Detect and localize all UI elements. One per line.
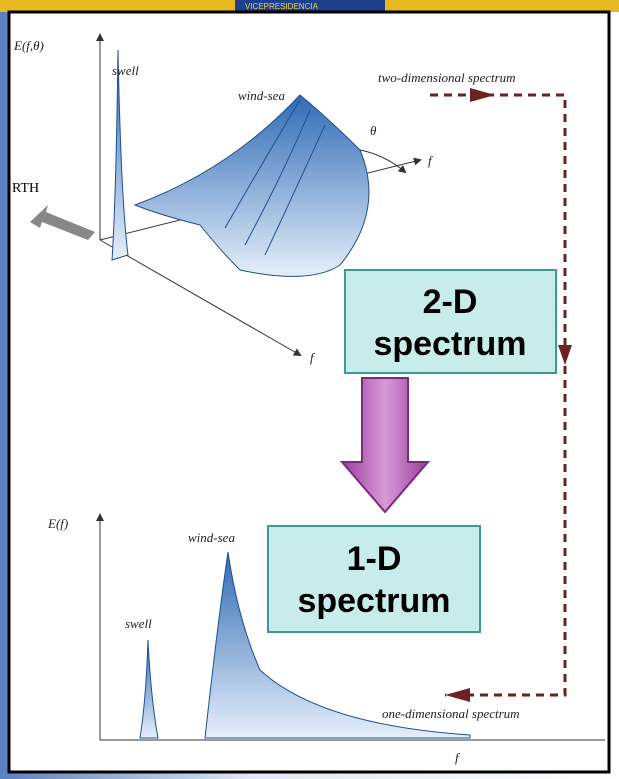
box-text: spectrum: [373, 325, 526, 363]
label: one-dimensional spectrum: [382, 706, 520, 721]
label: swell: [125, 616, 152, 631]
label: wind-sea: [238, 88, 285, 103]
diagram: VICEPRESIDENCIA E(f,θ) swell wind-sea θ …: [0, 0, 619, 779]
label: two-dimensional spectrum: [378, 70, 516, 85]
label: E(f,θ): [13, 38, 44, 53]
label: θ: [370, 123, 377, 138]
box-text: 2-D: [423, 283, 478, 321]
page: VICEPRESIDENCIA E(f,θ) swell wind-sea θ …: [0, 0, 619, 779]
box-text: 1-D: [347, 540, 402, 578]
banner-text: VICEPRESIDENCIA: [245, 2, 319, 11]
label: swell: [112, 63, 139, 78]
label: RTH: [12, 181, 39, 196]
label: wind-sea: [188, 530, 235, 545]
label: E(f): [47, 516, 68, 531]
box-text: spectrum: [297, 582, 450, 620]
